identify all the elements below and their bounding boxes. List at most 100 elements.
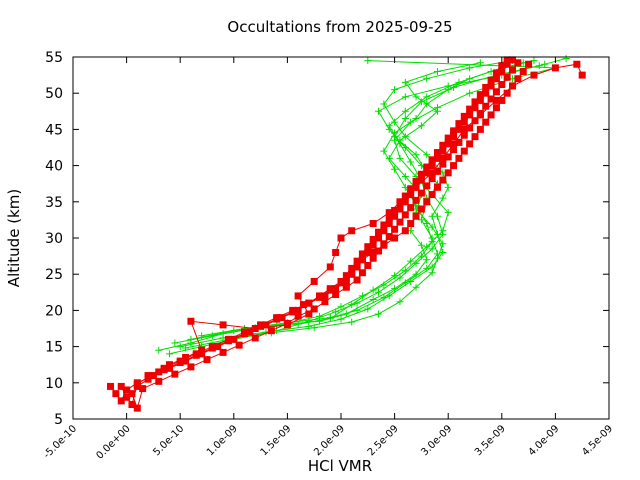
data-point (391, 272, 399, 280)
data-point (107, 382, 115, 390)
series-line (110, 59, 513, 402)
data-point (439, 160, 447, 168)
data-point (444, 209, 452, 217)
data-point (439, 240, 447, 248)
data-point (412, 212, 420, 220)
data-point (353, 263, 361, 271)
data-point (423, 198, 431, 206)
data-point (224, 335, 232, 343)
data-point (444, 82, 452, 90)
data-point (455, 154, 463, 162)
data-point (385, 125, 393, 133)
data-point (310, 305, 318, 313)
series-line (120, 59, 508, 406)
data-point (305, 310, 313, 318)
data-point (262, 321, 270, 329)
x-tick-label: 2.5e-09 (366, 423, 401, 458)
data-point (466, 105, 474, 113)
data-point (128, 390, 136, 398)
y-tick-label: 45 (45, 122, 63, 138)
data-point (401, 211, 409, 219)
y-tick-label: 30 (45, 231, 63, 247)
series-line (185, 65, 540, 349)
data-point (412, 178, 420, 186)
data-point (348, 318, 356, 326)
data-point (428, 245, 436, 253)
data-point (332, 248, 340, 256)
data-point (155, 377, 163, 385)
data-point (562, 54, 570, 62)
data-point (509, 66, 517, 74)
data-point (428, 269, 436, 277)
data-point (428, 162, 436, 170)
data-point (417, 122, 425, 130)
data-point (171, 339, 179, 347)
data-point (391, 206, 399, 214)
data-point (358, 269, 366, 277)
data-point (219, 321, 227, 329)
data-point (321, 298, 329, 306)
data-point (310, 324, 318, 332)
series-4 (187, 59, 484, 343)
data-point (466, 124, 474, 132)
data-point (433, 254, 441, 262)
data-point (444, 169, 452, 177)
x-tick-label: 1.0e-09 (205, 423, 240, 458)
data-point (337, 277, 345, 285)
data-point (492, 75, 500, 83)
data-point (401, 107, 409, 115)
x-tick-label: 4.0e-09 (527, 423, 562, 458)
data-point (235, 341, 243, 349)
data-point (326, 263, 334, 271)
data-point (444, 140, 452, 148)
data-point (123, 393, 131, 401)
data-point (380, 241, 388, 249)
data-point (391, 212, 399, 220)
data-point (144, 372, 152, 380)
data-point (391, 234, 399, 242)
data-point (187, 317, 195, 325)
data-point (407, 191, 415, 199)
data-point (407, 257, 415, 265)
data-point (439, 248, 447, 256)
data-point (573, 60, 581, 68)
y-tick-label: 5 (54, 412, 63, 428)
data-point (551, 64, 559, 72)
data-point (342, 272, 350, 280)
data-point (450, 162, 458, 170)
data-point (353, 257, 361, 265)
data-point (369, 241, 377, 249)
data-point (460, 147, 468, 155)
data-point (482, 102, 490, 110)
y-tick-label: 25 (45, 267, 63, 283)
data-point (417, 98, 425, 106)
series-5 (198, 54, 570, 340)
data-point (498, 62, 506, 70)
data-point (133, 382, 141, 390)
data-point (444, 183, 452, 191)
data-point (182, 353, 190, 361)
data-point (433, 67, 441, 75)
data-point (396, 154, 404, 162)
data-point (412, 259, 420, 267)
data-point (171, 370, 179, 378)
data-point (407, 118, 415, 126)
data-point (133, 404, 141, 412)
data-point (332, 308, 340, 316)
x-axis-label: HCl VMR (308, 457, 372, 475)
data-point (385, 220, 393, 228)
y-tick-label: 20 (45, 303, 63, 319)
data-point (219, 348, 227, 356)
data-point (423, 163, 431, 171)
data-point (128, 401, 136, 409)
data-point (391, 225, 399, 233)
data-point (471, 133, 479, 141)
data-point (348, 270, 356, 278)
data-point (401, 192, 409, 200)
data-point (401, 93, 409, 101)
data-point (364, 57, 372, 65)
data-point (396, 218, 404, 226)
data-point (278, 314, 286, 322)
data-point (165, 361, 173, 369)
data-point (289, 306, 297, 314)
